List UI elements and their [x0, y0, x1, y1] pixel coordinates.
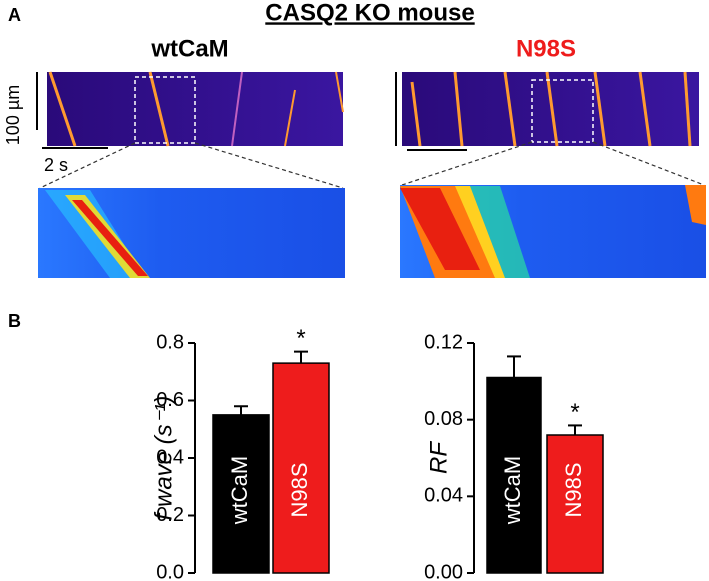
- zoom-right: [400, 185, 706, 278]
- y-tick-label: 0.04: [424, 485, 463, 507]
- bar: [212, 414, 270, 574]
- y-tick-label: 0.12: [424, 331, 463, 353]
- category-label: N98S: [561, 462, 586, 517]
- category-label: wtCaM: [227, 456, 252, 525]
- significance-mark: *: [570, 399, 579, 426]
- y-tick-label: 0.8: [156, 331, 184, 353]
- zoom-lines: [39, 141, 705, 189]
- bar: [486, 376, 542, 574]
- linescan-right: [402, 71, 699, 147]
- y-tick-label: 0.00: [424, 561, 463, 581]
- y-tick-label: 0.4: [156, 446, 184, 468]
- y-tick-label: 0.0: [156, 561, 184, 581]
- bar: [546, 434, 604, 574]
- panel-label: B: [8, 311, 21, 331]
- scale-bars: [36, 72, 467, 151]
- right-title: N98S: [516, 35, 576, 62]
- significance-mark: *: [296, 325, 305, 352]
- category-label: wtCaM: [500, 456, 525, 525]
- y-axis-label: f wave (s⁻¹): [150, 396, 177, 521]
- panel-title: CASQ2 KO mouse: [265, 0, 474, 26]
- y-tick-label: 0.08: [424, 408, 463, 430]
- bar: [272, 362, 330, 574]
- y-tick-label: 0.2: [156, 504, 184, 526]
- left-title: wtCaM: [150, 35, 228, 62]
- panel-label: A: [8, 5, 21, 25]
- zoom-left: [38, 188, 345, 278]
- category-label: N98S: [287, 462, 312, 517]
- y-axis-label: RF: [425, 441, 452, 474]
- space-scale-label: 100 µm: [3, 85, 23, 145]
- time-scale-label: 2 s: [44, 155, 68, 175]
- y-tick-label: 0.6: [156, 389, 184, 411]
- linescan-left: [47, 71, 344, 147]
